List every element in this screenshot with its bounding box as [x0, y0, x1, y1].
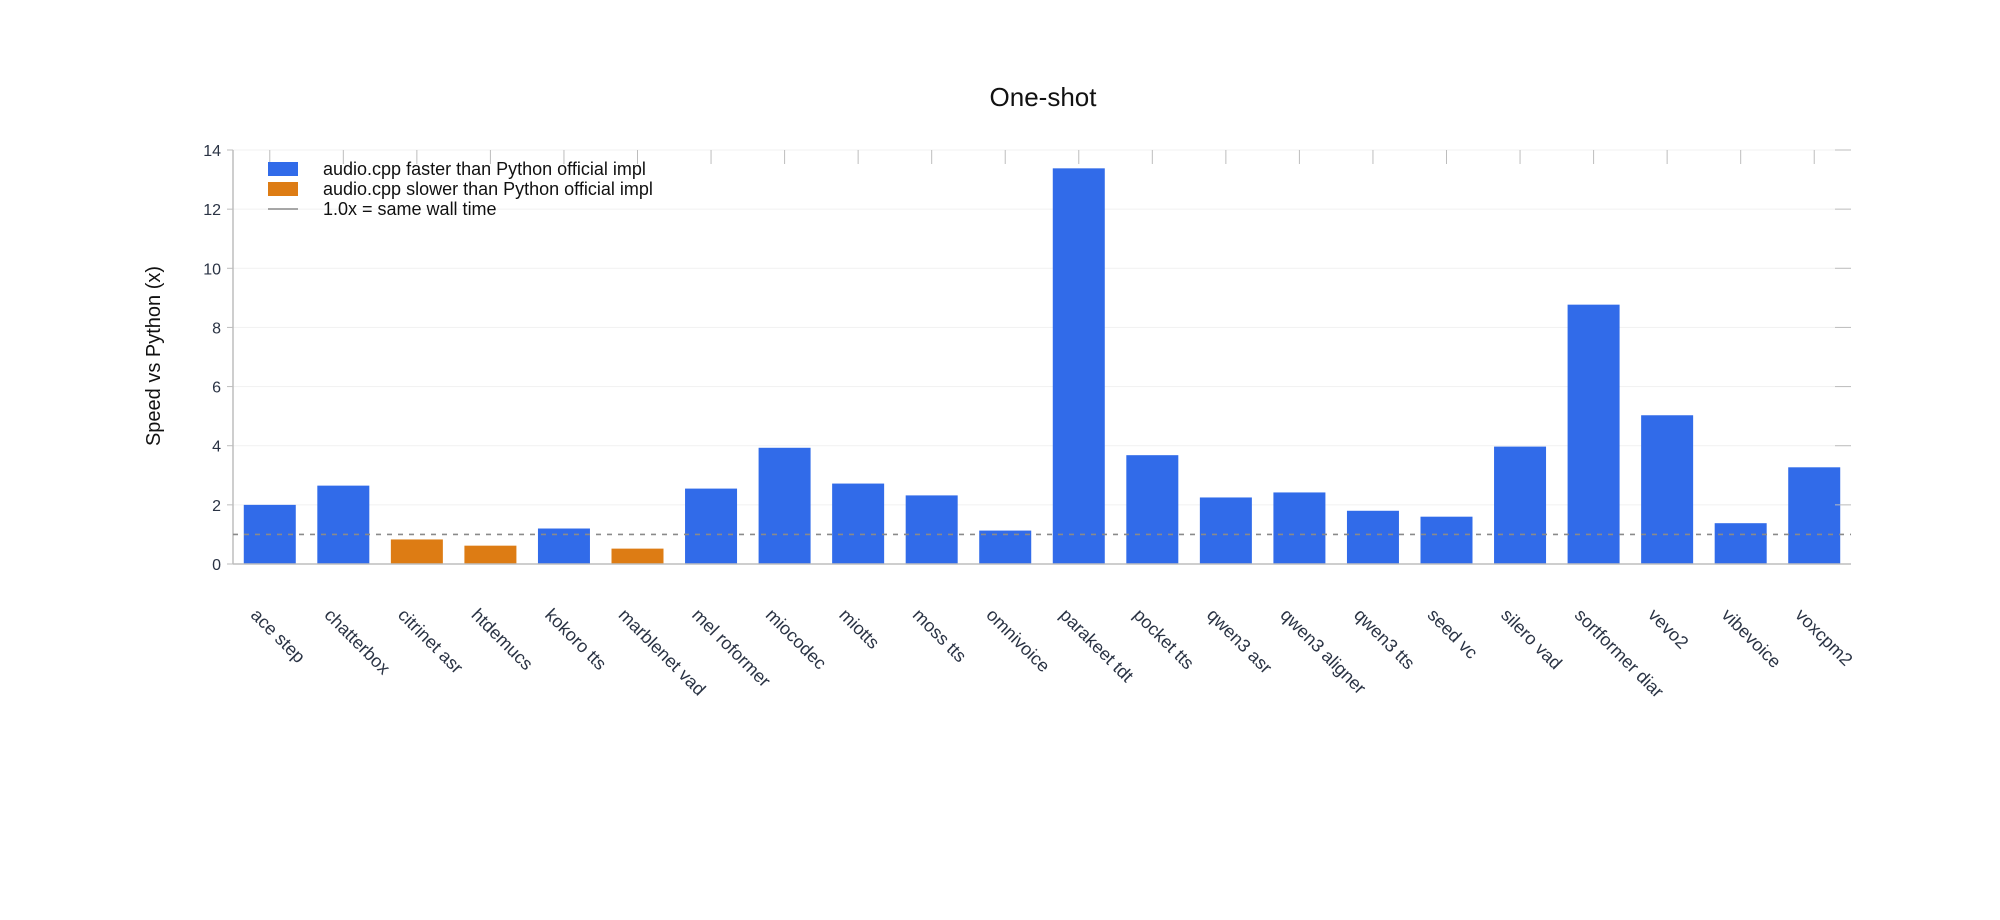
x-tick-label: htdemucs — [468, 605, 537, 674]
x-tick-label: miotts — [835, 605, 883, 653]
x-tick-label: qwen3 tts — [1350, 605, 1419, 674]
bar-moss-tts — [905, 495, 958, 564]
bars-layer — [243, 168, 1841, 564]
x-tick-label: vibevoice — [1718, 605, 1785, 672]
y-tick-label: 12 — [203, 202, 221, 219]
bar-marblenet-vad — [611, 548, 664, 564]
bar-mel-roformer — [685, 488, 738, 564]
legend-label-line: 1.0x = same wall time — [323, 199, 497, 219]
x-tick-label: kokoro tts — [541, 605, 610, 674]
bar-vibevoice — [1714, 523, 1767, 564]
grid-layer — [233, 149, 1851, 506]
x-tick-label: qwen3 asr — [1203, 605, 1276, 678]
x-tick-label: ace step — [247, 605, 309, 667]
x-tick-labels: ace step chatterbox citrinet asr htdemucs ko… — [247, 605, 1857, 702]
x-tick-label: seed vc — [1424, 605, 1482, 663]
bar-pocket-tts — [1126, 455, 1179, 564]
x-tick-label: vevo2 — [1644, 605, 1692, 653]
legend-swatch-slower — [268, 182, 298, 196]
legend-swatch-faster — [268, 162, 298, 176]
x-tick-label: moss tts — [909, 605, 971, 667]
bar-miocodec — [758, 447, 811, 564]
x-tick-label: voxcpm2 — [1791, 605, 1856, 670]
y-tick-labels: 0 2 4 6 8 10 12 14 — [203, 143, 221, 574]
bar-seed-vc — [1420, 516, 1473, 564]
y-tick-label: 14 — [203, 143, 221, 160]
bar-citrinet-asr — [390, 539, 443, 564]
bar-voxcpm2 — [1788, 467, 1841, 564]
bar-omnivoice — [979, 530, 1032, 564]
bar-silero-vad — [1494, 446, 1547, 564]
bar-sortformer-diar — [1567, 304, 1620, 564]
bar-qwen3-aligner — [1273, 492, 1326, 564]
y-tick-label: 0 — [212, 557, 221, 574]
x-tick-label: omnivoice — [982, 605, 1053, 676]
bar-htdemucs — [464, 545, 517, 564]
x-tick-label: citrinet asr — [394, 605, 467, 678]
x-tick-label: miocodec — [762, 605, 831, 674]
bar-miotts — [832, 483, 885, 564]
bar-chatterbox — [317, 485, 370, 564]
y-tick-label: 10 — [203, 261, 221, 278]
y-tick-label: 6 — [212, 380, 221, 397]
y-tick-label: 4 — [212, 439, 221, 456]
y-tick-label: 2 — [212, 498, 221, 515]
bar-vevo2 — [1641, 415, 1694, 564]
bar-qwen3-tts — [1346, 510, 1399, 564]
bar-parakeet-tdt — [1052, 168, 1105, 564]
x-tick-label: silero vad — [1497, 605, 1566, 674]
chart-title: One-shot — [990, 82, 1098, 112]
legend-label-slower: audio.cpp slower than Python official im… — [323, 179, 653, 199]
y-axis-title: Speed vs Python (x) — [143, 266, 165, 446]
axes-layer — [227, 149, 1851, 565]
bar-qwen3-asr — [1199, 497, 1252, 564]
legend-label-faster: audio.cpp faster than Python official im… — [323, 159, 646, 179]
y-tick-label: 8 — [212, 320, 221, 337]
x-tick-label: pocket tts — [1129, 605, 1198, 674]
legend: audio.cpp faster than Python official im… — [268, 159, 653, 219]
x-tick-label: parakeet tdt — [1056, 605, 1137, 686]
x-tick-label: chatterbox — [320, 605, 394, 679]
